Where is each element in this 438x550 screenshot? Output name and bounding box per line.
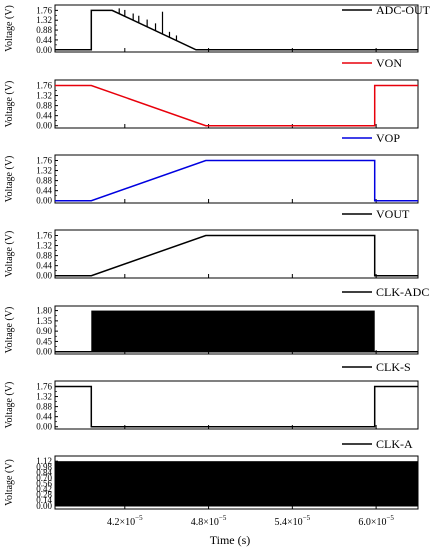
- x-tick-label: 4.8×10−5: [191, 514, 227, 528]
- legend-label: CLK-S: [376, 360, 411, 374]
- y-tick-label: 0.42: [36, 484, 52, 494]
- x-tick-label: 6.0×10−5: [358, 514, 394, 528]
- y-tick-label: 0.70: [36, 473, 52, 483]
- plot-frame: [54, 229, 419, 279]
- series-von: [55, 84, 418, 127]
- shared-x-axis: 4.2×10−5 4.8×10−5 5.4×10−5 6.0×10−5: [107, 514, 394, 528]
- y-tick-label: 1.32: [36, 241, 52, 251]
- y-tick-label: 0.44: [36, 35, 52, 45]
- y-tick-label: 0.00: [36, 501, 52, 511]
- series-adc-out: [55, 9, 418, 51]
- series-clk-s: [55, 385, 418, 428]
- y-tick-label: 0.00: [36, 196, 52, 206]
- y-axis-label: Voltage (V): [4, 459, 15, 506]
- plot-frame: [54, 4, 419, 53]
- y-tick-label: 1.32: [36, 392, 52, 402]
- y-tick-label: 0.00: [36, 422, 52, 432]
- y-tick-label: 0.00: [36, 271, 52, 281]
- panel-clk-a: 0.000.140.280.420.560.700.840.981.12 Volt…: [4, 437, 419, 511]
- legend-label: VON: [376, 56, 402, 70]
- y-tick-label: 0.00: [36, 121, 52, 131]
- y-tick-label: 0.88: [36, 101, 52, 111]
- y-tick-label: 0.56: [36, 478, 52, 488]
- plot-frame: [54, 154, 419, 204]
- y-axis-label: Voltage (V): [4, 307, 15, 354]
- x-tick-label: 5.4×10−5: [275, 514, 311, 528]
- panel-vop: 0.000.440.881.321.76 Voltage (V) VOP: [4, 131, 419, 206]
- y-tick-label: 0.44: [36, 412, 52, 422]
- y-tick-label: 1.76: [36, 230, 52, 240]
- legend-label: VOUT: [376, 207, 410, 221]
- y-tick-label: 0.00: [36, 45, 52, 55]
- y-tick-label: 1.32: [36, 166, 52, 176]
- y-tick-label: 0.88: [36, 402, 52, 412]
- y-tick-label: 0.45: [36, 336, 52, 346]
- y-tick-label: 0.00: [36, 347, 52, 357]
- y-axis-label: Voltage (V): [4, 156, 15, 203]
- y-axis-label: Voltage (V): [4, 231, 15, 278]
- y-tick-label: 1.76: [36, 381, 52, 391]
- legend-label: ADC-OUT: [376, 3, 431, 17]
- x-tick-label: 4.2×10−5: [107, 514, 143, 528]
- panel-vout: 0.000.440.881.321.76 Voltage (V) VOUT: [4, 207, 419, 281]
- legend-label: VOP: [376, 131, 400, 145]
- y-tick-label: 1.76: [36, 5, 52, 15]
- y-tick-label: 1.32: [36, 15, 52, 25]
- plot-frame: [54, 305, 419, 355]
- y-tick-label: 0.88: [36, 25, 52, 35]
- y-tick-label: 0.28: [36, 490, 52, 500]
- panel-adc-out: 0.000.440.881.321.76 Voltage (V) ADC-OUT: [4, 3, 431, 55]
- legend-label: CLK-A: [376, 437, 413, 451]
- plot-frame: [54, 380, 419, 430]
- y-tick-label: 1.76: [36, 80, 52, 90]
- y-tick-label: 1.35: [36, 316, 52, 326]
- y-tick-label: 0.88: [36, 176, 52, 186]
- legend-label: CLK-ADC: [376, 285, 429, 299]
- y-tick-label: 1.32: [36, 91, 52, 101]
- y-tick-label: 0.14: [36, 495, 52, 505]
- y-axis-label: Voltage (V): [4, 5, 15, 52]
- series-clk-adc-pulses: [91, 310, 375, 352]
- y-tick-label: 1.12: [36, 456, 52, 466]
- x-axis-label: Time (s): [210, 533, 251, 547]
- y-tick-label: 0.44: [36, 111, 52, 121]
- series-vout: [55, 234, 418, 277]
- series-vop: [55, 159, 418, 202]
- series-clk-a-pulses: [55, 461, 418, 506]
- y-axis-label: Voltage (V): [4, 382, 15, 429]
- y-tick-label: 0.98: [36, 462, 52, 472]
- y-tick-label: 0.44: [36, 261, 52, 271]
- y-axis-label: Voltage (V): [4, 81, 15, 128]
- y-tick-label: 0.44: [36, 186, 52, 196]
- panel-von: 0.000.440.881.321.76 Voltage (V) VON: [4, 56, 419, 131]
- y-tick-label: 1.76: [36, 155, 52, 165]
- plot-frame: [54, 79, 419, 129]
- y-tick-label: 0.88: [36, 251, 52, 261]
- y-tick-label: 1.80: [36, 306, 52, 316]
- y-tick-label: 0.84: [36, 467, 52, 477]
- panel-clk-s: 0.000.440.881.321.76 Voltage (V) CLK-S: [4, 360, 419, 432]
- y-tick-label: 0.90: [36, 326, 52, 336]
- panel-clk-adc: 0.000.450.901.351.80 Voltage (V) CLK-ADC: [4, 285, 429, 357]
